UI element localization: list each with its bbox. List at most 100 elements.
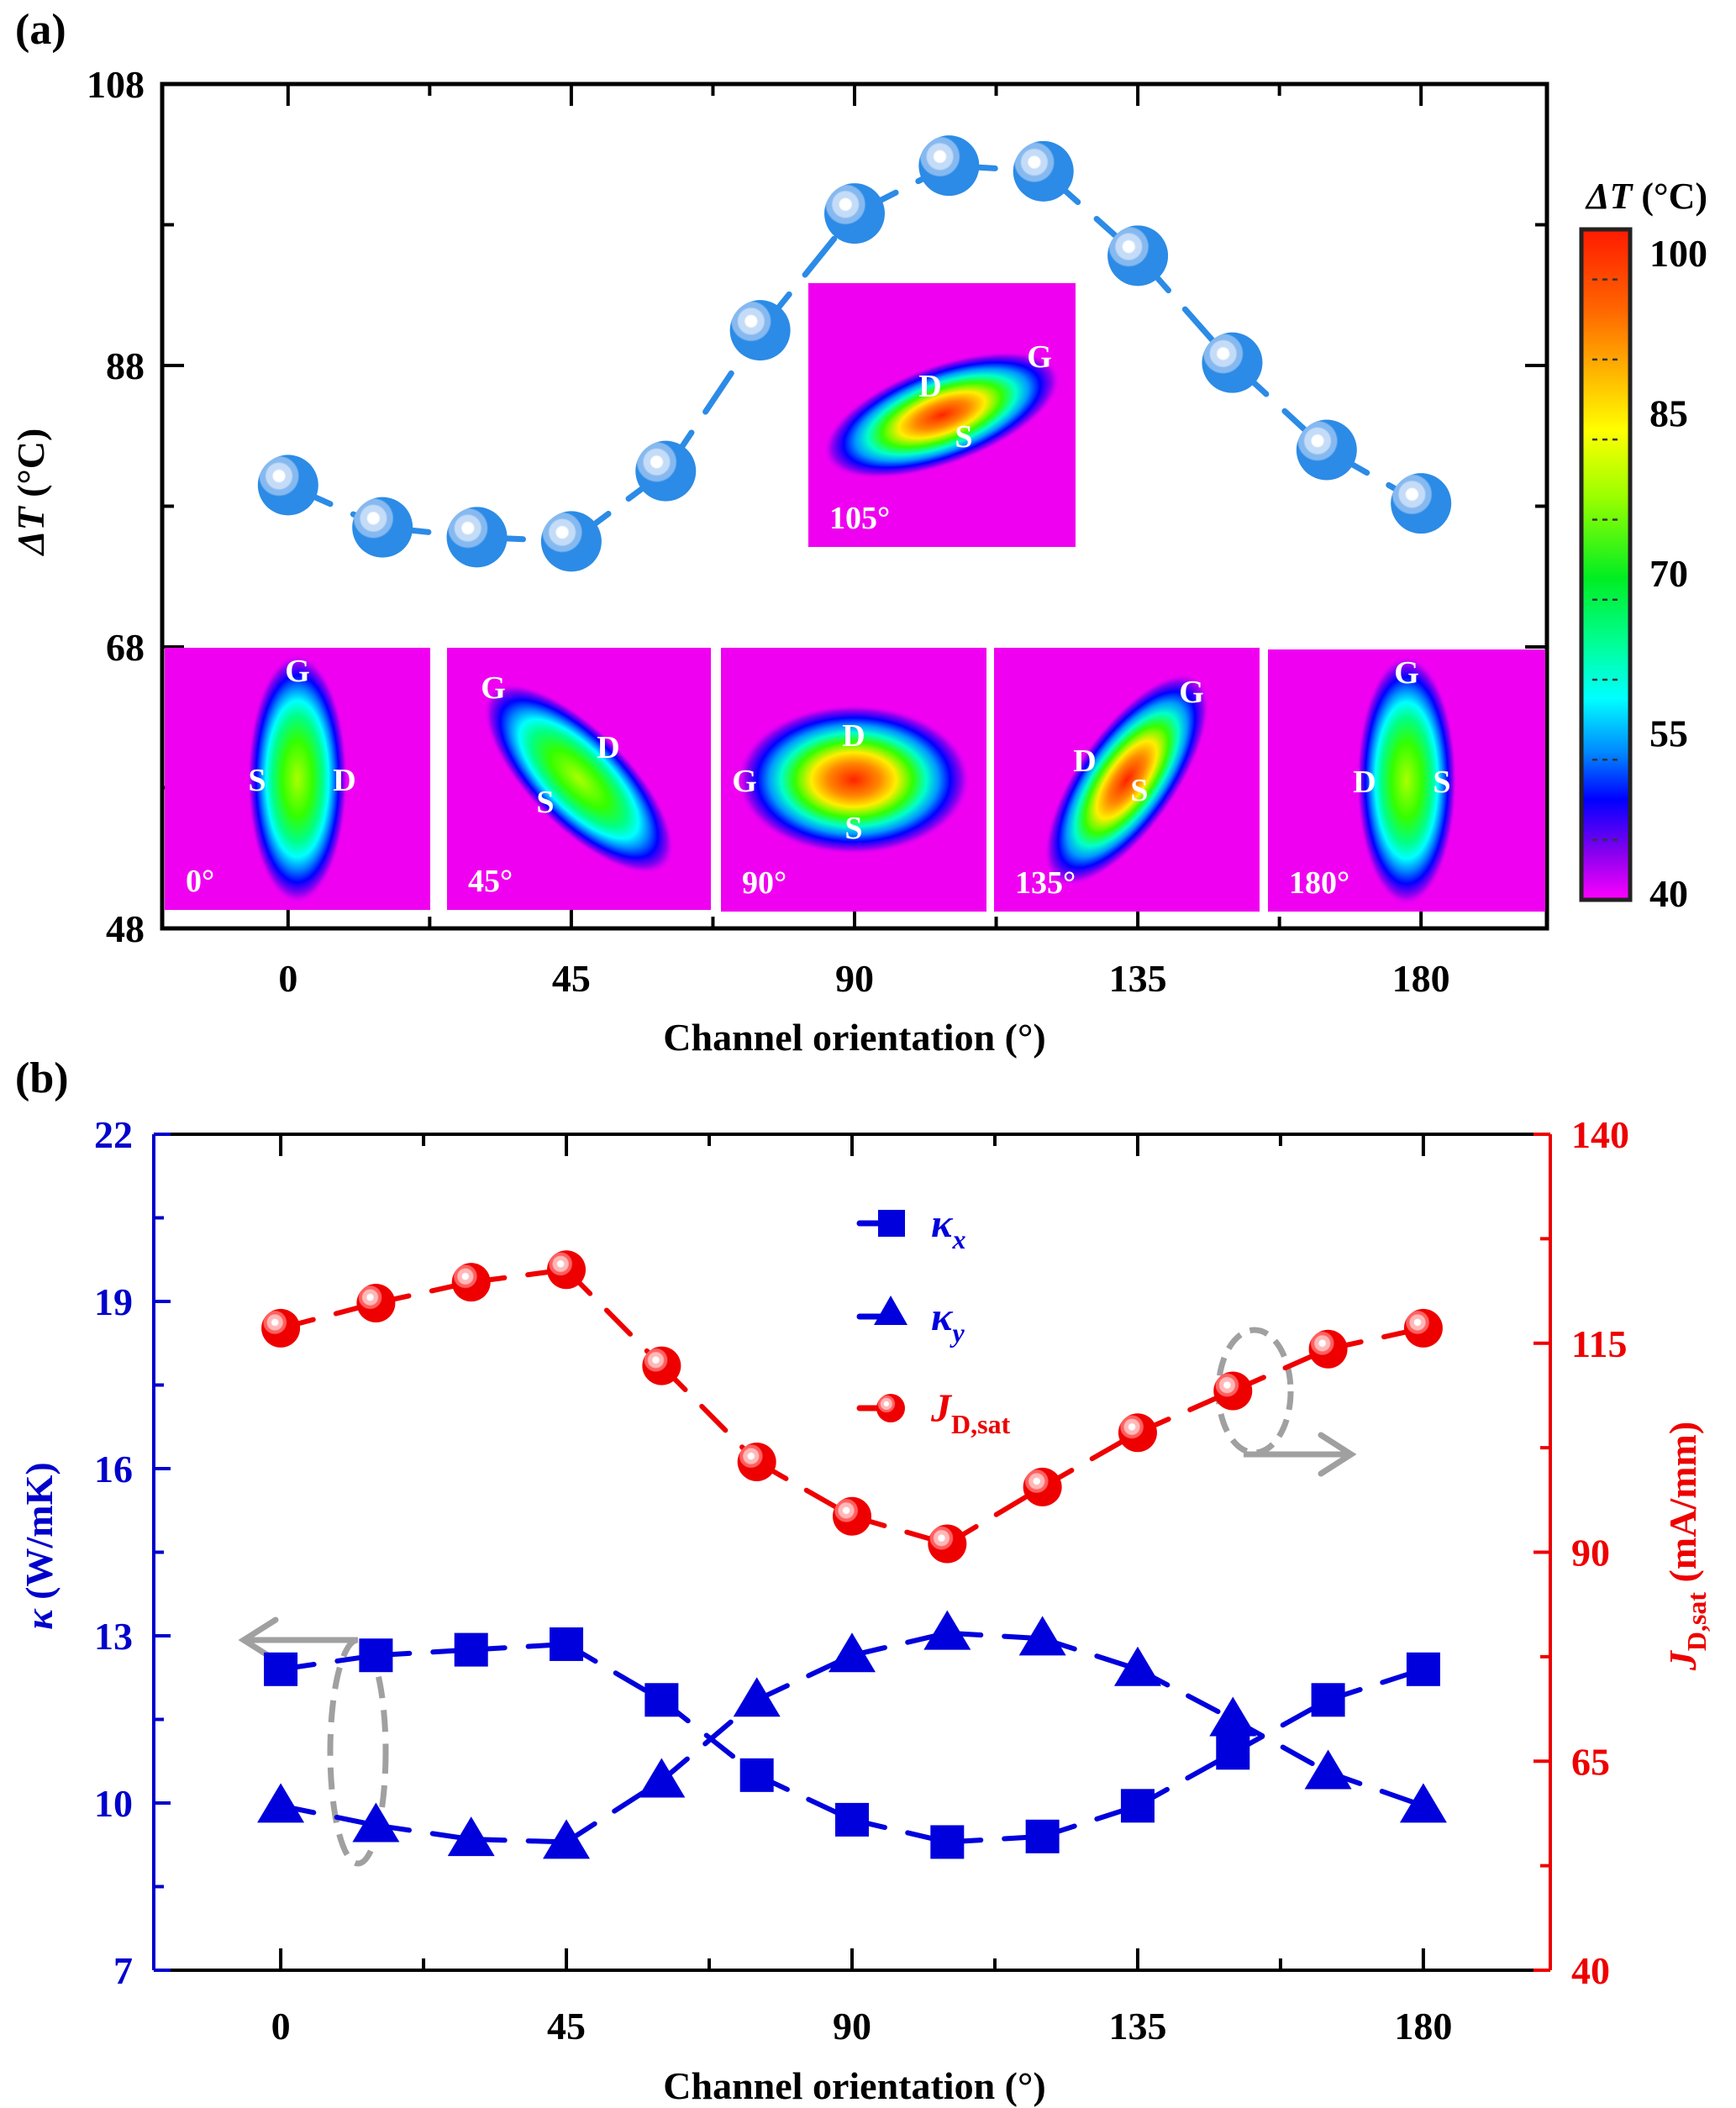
terminal-label: S [1433, 765, 1450, 800]
data-point-kx [930, 1825, 965, 1859]
terminal-label: G [481, 670, 506, 706]
panel-label-a: (a) [15, 6, 66, 54]
terminal-label: G [1027, 339, 1052, 375]
data-point-deltaT [1107, 225, 1169, 286]
inset-angle-label: 0° [186, 864, 214, 899]
y-tick-label: 88 [106, 344, 145, 387]
colorbar: ΔT (°C) 100 85 70 55 40 [1579, 176, 1707, 915]
legend-label-symbol: J [930, 1386, 953, 1431]
data-point-kx [1216, 1736, 1250, 1770]
data-point-deltaT [1296, 419, 1357, 481]
data-point-deltaT [446, 507, 508, 568]
colorbar-gradient [1579, 227, 1633, 902]
series-segment-1 [373, 1822, 474, 1843]
x-tick-label: 0 [278, 957, 297, 1000]
y-right-tick-label: 140 [1571, 1113, 1629, 1156]
heat-spot [482, 682, 676, 875]
terminal-label: D [333, 763, 355, 798]
heat-spot [1043, 672, 1211, 887]
series-points-deltaT [257, 135, 1452, 572]
legend-triangle-icon [874, 1296, 907, 1325]
terminal-label: D [918, 369, 941, 404]
series-segment-1 [659, 1697, 760, 1784]
data-point-jdsat [261, 1308, 301, 1348]
legend-item: κx [856, 1201, 965, 1254]
data-point-jdsat [356, 1283, 396, 1322]
heat-spot [736, 704, 971, 855]
legend-square-icon [878, 1210, 905, 1237]
data-point-ky [923, 1610, 971, 1650]
series-segment-1 [278, 1803, 379, 1828]
y-tick-label: 48 [106, 907, 145, 950]
inset-angle-label: 105° [829, 501, 890, 536]
data-point-ky [1304, 1749, 1352, 1790]
terminal-label: G [1394, 655, 1419, 691]
data-point-ky [1113, 1646, 1161, 1686]
colorbar-title-symbol: ΔT [1585, 176, 1634, 217]
series-segment-1 [850, 1630, 950, 1659]
data-point-kx [1406, 1652, 1440, 1686]
y-right-tick-label: 65 [1571, 1740, 1610, 1783]
colorbar-tick-label: 70 [1649, 552, 1688, 595]
colorbar-tick-label: 85 [1649, 392, 1688, 434]
data-point-jdsat [547, 1250, 587, 1290]
legend-label-sub: y [949, 1317, 965, 1348]
data-point-deltaT [824, 183, 885, 244]
data-point-jdsat [1118, 1413, 1157, 1453]
y-axis-label-a: ΔT (°C) [9, 428, 52, 557]
x-tick-label: 45 [552, 957, 591, 1000]
y-right-tick-label: 115 [1571, 1322, 1627, 1365]
data-point-ky [733, 1677, 781, 1717]
data-point-jdsat [1213, 1371, 1253, 1411]
x-tick-label: 135 [1109, 957, 1167, 1000]
y-axis-label-right-unit: (mA/mm) [1661, 1422, 1704, 1592]
data-point-kx [359, 1638, 393, 1673]
colorbar-tick-label: 40 [1649, 872, 1688, 915]
data-point-deltaT [635, 440, 697, 502]
heat-spot [247, 653, 348, 905]
y-right-tick-label: 40 [1571, 1949, 1610, 1992]
data-point-kx [264, 1652, 298, 1686]
x-tick-label: 45 [547, 2005, 586, 2048]
data-point-deltaT [729, 300, 791, 361]
data-point-ky [257, 1783, 305, 1823]
colorbar-title: ΔT (°C) [1585, 176, 1707, 217]
data-point-ky [543, 1819, 591, 1859]
x-tick-label: 180 [1394, 2005, 1452, 2048]
legend-label: κy [931, 1295, 965, 1348]
legend-item: κy [856, 1295, 965, 1348]
terminal-label: S [955, 419, 972, 455]
colorbar-tick-label: 100 [1649, 232, 1707, 275]
legend-label-sub: D,sat [951, 1409, 1011, 1439]
data-point-jdsat [833, 1496, 871, 1536]
data-point-kx [550, 1627, 584, 1661]
data-point-kx [1311, 1683, 1345, 1717]
heatmap-inset: G DS 105° [808, 283, 1076, 547]
series-segment-2 [564, 1267, 665, 1369]
heatmap-inset: G D S 45° [447, 648, 711, 910]
terminal-label: D [842, 718, 865, 754]
y-left-tick-label: 7 [113, 1949, 133, 1992]
legend-label: JD,sat [930, 1386, 1011, 1439]
series-segment-1 [564, 1778, 665, 1845]
y-axis-label-left-unit: (W/mK) [18, 1462, 60, 1609]
data-point-deltaT [918, 135, 980, 197]
heat-spot [1356, 654, 1457, 907]
data-point-kx [1025, 1819, 1060, 1853]
data-point-deltaT [1013, 140, 1074, 202]
legend-label-symbol: κ [931, 1201, 954, 1246]
y-ticks-left-b: 7 10 13 16 19 22 [94, 1113, 171, 1992]
data-point-kx [454, 1632, 488, 1667]
heat-spot [822, 350, 1062, 480]
series-segment-1 [944, 1630, 1045, 1642]
data-point-jdsat [1023, 1467, 1062, 1506]
y-left-tick-label: 19 [94, 1280, 133, 1323]
data-point-deltaT [1202, 332, 1263, 393]
series-segment-1 [468, 1837, 570, 1845]
y-axis-label-right-symbol: J [1661, 1649, 1704, 1671]
data-point-jdsat [1308, 1329, 1348, 1369]
x-tick-label: 135 [1108, 2005, 1166, 2048]
data-point-jdsat [737, 1443, 776, 1482]
y-ticks-a: 48 68 88 108 [87, 63, 1547, 950]
